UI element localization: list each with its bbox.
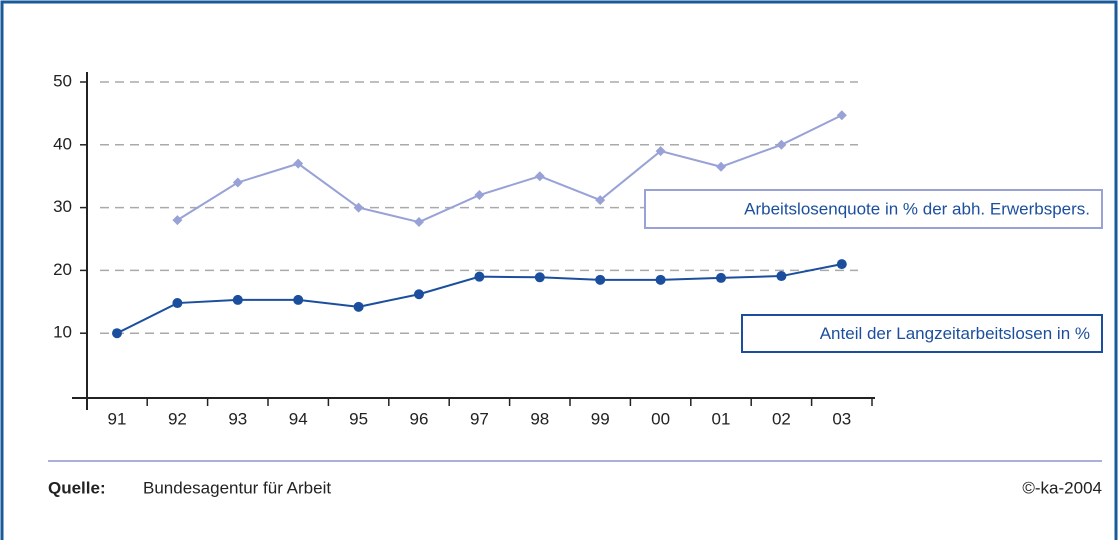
point: [293, 158, 304, 169]
x-tick-label: 96: [410, 409, 429, 428]
x-tick-label: 92: [168, 409, 187, 428]
x-tick-label: 98: [530, 409, 549, 428]
point: [172, 298, 183, 309]
point: [836, 259, 847, 270]
point: [595, 195, 606, 206]
series-line: [176, 114, 843, 224]
y-tick-label: 40: [53, 134, 72, 153]
point: [474, 190, 485, 201]
copyright: ©-ka-2004: [1022, 478, 1102, 497]
y-tick-label: 30: [53, 197, 72, 216]
point: [595, 274, 606, 285]
point: [776, 139, 787, 150]
point: [836, 110, 847, 121]
point: [112, 328, 122, 339]
x-tick-label: 94: [289, 409, 308, 428]
x-tick-label: 95: [349, 409, 368, 428]
x-tick-label: 00: [651, 409, 670, 428]
point: [534, 272, 545, 283]
point: [776, 271, 787, 282]
point: [232, 294, 243, 305]
point: [414, 217, 424, 228]
point: [474, 271, 485, 282]
x-tick-label: 91: [108, 409, 127, 428]
source-label: Quelle:: [48, 478, 106, 497]
y-tick-label: 10: [53, 323, 72, 342]
point: [655, 274, 666, 285]
x-tick-label: 01: [712, 409, 731, 428]
x-tick-label: 03: [832, 409, 851, 428]
point: [716, 161, 726, 172]
point: [414, 289, 424, 300]
x-tick-label: 97: [470, 409, 489, 428]
x-tick-label: 99: [591, 409, 610, 428]
point: [353, 202, 364, 213]
x-tick-label: 02: [772, 409, 791, 428]
legend-label: Anteil der Langzeitarbeitslosen in %: [820, 324, 1090, 343]
legend-box: [741, 314, 1103, 353]
point: [172, 215, 183, 226]
x-tick-label: 93: [228, 409, 247, 428]
y-tick-label: 50: [53, 71, 72, 90]
point: [293, 294, 304, 305]
legend-box: [644, 189, 1103, 229]
point: [655, 146, 666, 157]
legend-label: Arbeitslosenquote in % der abh. Erwerbsp…: [744, 199, 1090, 218]
point: [353, 301, 364, 312]
point: [232, 177, 243, 188]
point: [716, 272, 726, 283]
point: [534, 171, 545, 182]
y-tick-label: 20: [53, 260, 72, 279]
source: Bundesagentur für Arbeit: [143, 478, 331, 497]
